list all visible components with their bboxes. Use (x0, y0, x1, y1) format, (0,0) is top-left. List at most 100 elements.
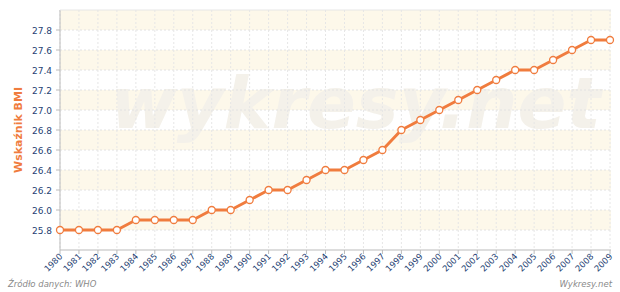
y-grid-line (60, 150, 611, 151)
x-tick (325, 250, 326, 254)
x-tick (211, 250, 212, 254)
data-point (208, 207, 215, 214)
y-tick-label: 27.2 (32, 86, 52, 96)
data-point (398, 127, 405, 134)
data-point (227, 207, 234, 214)
x-tick-label: 1998 (383, 251, 405, 273)
x-tick-label: 1989 (213, 251, 235, 273)
data-point (474, 87, 481, 94)
x-tick (553, 250, 554, 254)
x-tick-label: 1984 (118, 251, 140, 273)
data-point (360, 157, 367, 164)
x-tick (116, 250, 117, 254)
x-grid-line (97, 10, 98, 250)
x-grid-line (306, 10, 307, 250)
plot-background (60, 10, 611, 250)
data-point (512, 67, 519, 74)
x-grid-line (515, 10, 516, 250)
x-tick-label: 1987 (175, 251, 197, 273)
x-tick-label: 2003 (478, 251, 500, 273)
y-tick-label: 26.2 (32, 186, 52, 196)
x-tick (135, 250, 136, 254)
chart-container: wykresy.net25.826.026.226.426.626.827.02… (0, 0, 620, 292)
data-point (588, 37, 595, 44)
x-tick (439, 250, 440, 254)
y-tick (56, 170, 60, 171)
data-point (493, 77, 500, 84)
x-tick-label: 2009 (592, 251, 614, 273)
y-grid-line (60, 110, 611, 111)
y-tick-label: 26.0 (32, 206, 52, 216)
x-grid-line (420, 10, 421, 250)
x-grid-line (268, 10, 269, 250)
x-tick-label: 1992 (270, 251, 292, 273)
data-point (284, 187, 291, 194)
y-tick (56, 190, 60, 191)
data-point (607, 37, 614, 44)
x-tick-label: 1996 (345, 251, 367, 273)
x-tick (515, 250, 516, 254)
x-tick (363, 250, 364, 254)
chart-svg: wykresy.net25.826.026.226.426.626.827.02… (0, 0, 620, 292)
y-tick-label: 27.6 (32, 46, 52, 56)
x-grid-line (363, 10, 364, 250)
y-tick (56, 70, 60, 71)
y-tick-label: 27.0 (32, 106, 52, 116)
data-point (170, 217, 177, 224)
x-grid-line (344, 10, 345, 250)
data-point (379, 147, 386, 154)
plot-frame-top (60, 10, 611, 11)
x-tick (382, 250, 383, 254)
x-grid-line (325, 10, 326, 250)
x-tick (249, 250, 250, 254)
data-line (60, 40, 610, 230)
x-tick (401, 250, 402, 254)
x-tick-label: 1990 (232, 251, 254, 273)
x-tick (78, 250, 79, 254)
y-tick-label: 26.4 (32, 166, 52, 176)
y-tick (56, 210, 60, 211)
data-point (151, 217, 158, 224)
x-tick (420, 250, 421, 254)
x-grid-line (439, 10, 440, 250)
x-grid-line (249, 10, 250, 250)
x-tick (591, 250, 592, 254)
y-tick (56, 110, 60, 111)
x-tick-label: 2002 (459, 251, 481, 273)
data-point (303, 177, 310, 184)
x-grid-line (553, 10, 554, 250)
y-grid-line (60, 30, 611, 31)
data-point (189, 217, 196, 224)
y-grid-line (60, 130, 611, 131)
x-tick (572, 250, 573, 254)
data-point (132, 217, 139, 224)
x-tick (60, 250, 61, 254)
x-tick (192, 250, 193, 254)
x-tick (534, 250, 535, 254)
data-point (569, 47, 576, 54)
y-tick-label: 27.8 (32, 26, 52, 36)
data-point (75, 227, 82, 234)
y-grid-line (60, 230, 611, 231)
x-tick-label: 1993 (289, 251, 311, 273)
x-grid-line (382, 10, 383, 250)
x-tick-label: 1981 (61, 251, 83, 273)
x-tick (477, 250, 478, 254)
x-tick-label: 2007 (554, 251, 576, 273)
y-axis-title: Wskaźnik BMI (12, 87, 25, 173)
x-grid-line (78, 10, 79, 250)
grid-band (60, 170, 611, 190)
x-tick-label: 1982 (80, 251, 102, 273)
data-point (550, 57, 557, 64)
data-point (246, 197, 253, 204)
y-grid-line (60, 90, 611, 91)
data-point (57, 227, 64, 234)
x-tick-label: 2008 (573, 251, 595, 273)
x-tick-label: 1999 (402, 251, 424, 273)
x-tick (306, 250, 307, 254)
data-point (322, 167, 329, 174)
x-tick (154, 250, 155, 254)
data-point (417, 117, 424, 124)
x-tick-label: 2000 (421, 251, 443, 273)
x-grid-line (154, 10, 155, 250)
